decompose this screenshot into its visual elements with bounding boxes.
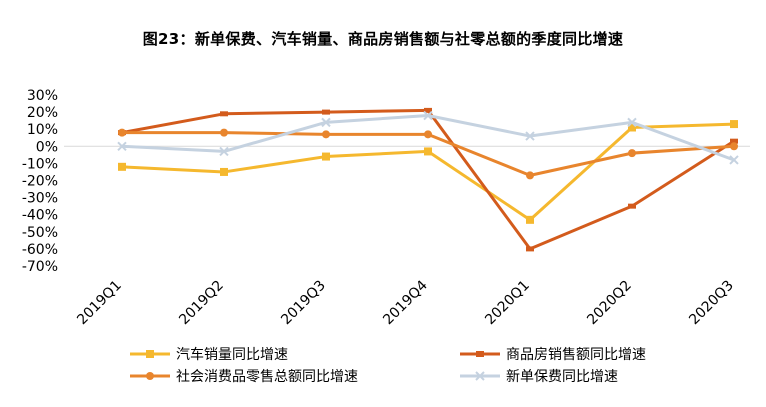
x-tick-label: 2019Q1 [74, 278, 125, 329]
y-tick-label: 20% [27, 105, 58, 121]
data-point [321, 117, 331, 128]
y-tick-label: -70% [22, 259, 58, 275]
y-tick-label: -10% [22, 156, 58, 172]
data-point [220, 167, 228, 176]
data-point [526, 215, 534, 224]
x-tick-label: 2020Q3 [686, 278, 737, 329]
x-tick-label: 2019Q2 [176, 278, 227, 329]
data-point [424, 130, 432, 139]
y-tick-label: 0% [36, 139, 58, 155]
data-point [526, 171, 534, 180]
data-point [730, 142, 738, 151]
y-tick-label: -50% [22, 225, 58, 241]
data-point [423, 110, 433, 121]
data-point [628, 123, 636, 132]
data-point [525, 131, 535, 141]
data-point [118, 128, 126, 137]
data-point [117, 141, 127, 152]
y-tick-label: -30% [22, 191, 58, 207]
series-line-0 [121, 122, 735, 222]
data-point [627, 117, 637, 128]
x-tick-label: 2020Q1 [482, 278, 533, 329]
data-point [220, 128, 228, 137]
y-tick-label: -20% [22, 174, 58, 190]
data-point [219, 146, 229, 157]
y-tick-label: -60% [22, 242, 58, 258]
data-point [322, 130, 330, 139]
x-tick-label: 2020Q2 [584, 278, 635, 329]
data-point [730, 120, 738, 129]
data-point [424, 147, 432, 156]
data-point [628, 149, 636, 158]
data-point [322, 152, 330, 161]
x-tick-label: 2019Q4 [380, 277, 431, 328]
chart-title: 图23：新单保费、汽车销量、商品房销售额与社零总额的季度同比增速 [142, 30, 624, 48]
data-point [729, 155, 739, 165]
data-point [118, 162, 126, 171]
y-tick-label: 30% [27, 88, 58, 104]
y-tick-label: -40% [22, 208, 58, 224]
x-tick-label: 2019Q3 [278, 278, 329, 329]
y-tick-label: 10% [27, 122, 58, 138]
